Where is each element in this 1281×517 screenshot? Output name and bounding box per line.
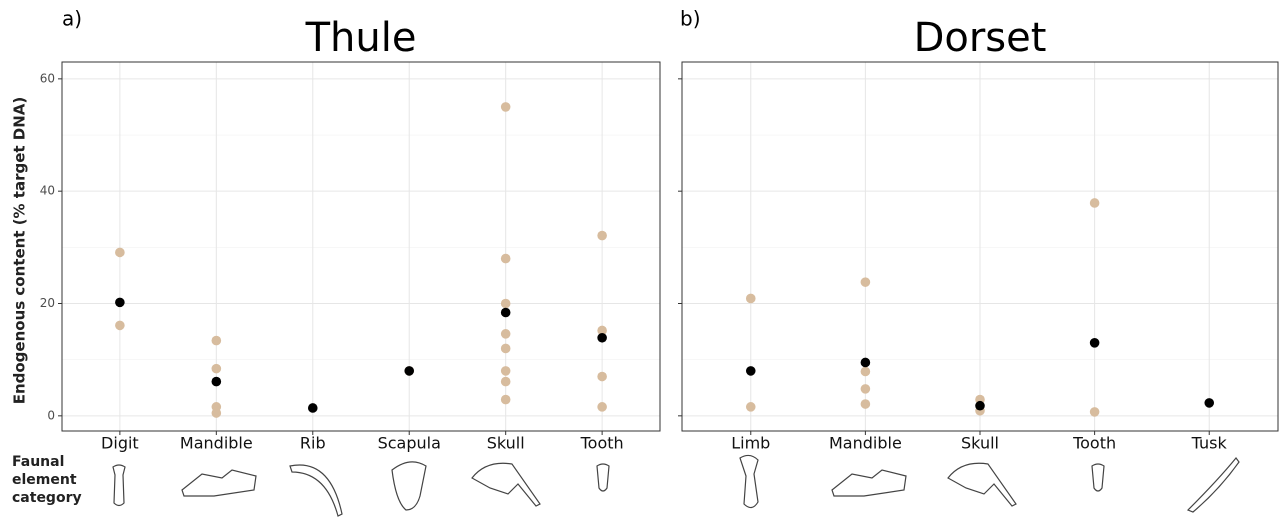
point bbox=[212, 364, 222, 374]
point bbox=[746, 366, 756, 376]
point bbox=[501, 395, 511, 405]
y-tick-label: 20 bbox=[40, 296, 55, 310]
icon-limb bbox=[740, 455, 758, 507]
x-tick-label: Rib bbox=[300, 434, 326, 453]
icon-skull bbox=[472, 463, 540, 506]
side-label: element bbox=[12, 472, 77, 488]
icon-tooth-2 bbox=[1092, 464, 1104, 491]
x-tick-label: Tusk bbox=[1191, 434, 1228, 453]
x-tick-label: Mandible bbox=[180, 434, 253, 453]
point bbox=[115, 321, 125, 331]
icon-scapula bbox=[392, 462, 426, 510]
point bbox=[861, 367, 871, 377]
point bbox=[1090, 407, 1100, 417]
x-tick-label: Tooth bbox=[580, 434, 624, 453]
x-tick-label: Mandible bbox=[829, 434, 902, 453]
element-icons bbox=[113, 455, 1239, 516]
point bbox=[212, 408, 222, 418]
side-label: category bbox=[12, 490, 82, 506]
point bbox=[597, 333, 607, 343]
point bbox=[501, 329, 511, 339]
y-tick-label: 60 bbox=[40, 71, 55, 85]
x-tick-label: Digit bbox=[101, 434, 139, 453]
point bbox=[597, 231, 607, 241]
x-tick-label: Limb bbox=[731, 434, 770, 453]
side-label: Faunal bbox=[12, 454, 64, 470]
icon-tusk bbox=[1188, 458, 1239, 512]
point bbox=[861, 277, 871, 287]
point bbox=[1090, 338, 1100, 348]
point bbox=[501, 344, 511, 354]
point bbox=[861, 358, 871, 368]
panel-label: a) bbox=[62, 7, 82, 31]
icon-mandible bbox=[182, 470, 256, 496]
point bbox=[975, 401, 985, 411]
point bbox=[115, 298, 125, 308]
point bbox=[404, 366, 414, 376]
point bbox=[746, 402, 756, 412]
point bbox=[597, 372, 607, 382]
y-tick-label: 40 bbox=[40, 184, 55, 198]
point bbox=[501, 308, 511, 318]
figure: Faunal element category a) Thule Endogenous c… bbox=[0, 0, 1281, 517]
icon-skull-2 bbox=[948, 463, 1016, 506]
point bbox=[861, 399, 871, 409]
chart-title: Dorset bbox=[914, 15, 1047, 61]
x-tick-label: Skull bbox=[961, 434, 999, 453]
icon-tooth bbox=[597, 464, 609, 491]
point bbox=[501, 254, 511, 264]
y-axis-label: Endogenous content (% target DNA) bbox=[11, 97, 29, 405]
point bbox=[746, 294, 756, 304]
point bbox=[501, 366, 511, 376]
point bbox=[501, 299, 511, 309]
y-tick-label: 0 bbox=[47, 408, 55, 422]
point bbox=[1204, 398, 1214, 408]
point bbox=[212, 377, 222, 387]
point bbox=[308, 403, 318, 413]
point bbox=[597, 402, 607, 412]
point bbox=[501, 377, 511, 387]
point bbox=[1090, 198, 1100, 208]
plot-border bbox=[62, 62, 660, 431]
x-tick-label: Skull bbox=[487, 434, 525, 453]
panel-label: b) bbox=[680, 7, 701, 31]
icon-digit bbox=[113, 465, 125, 506]
point bbox=[115, 248, 125, 258]
point bbox=[861, 384, 871, 394]
x-tick-label: Tooth bbox=[1072, 434, 1116, 453]
icon-rib bbox=[290, 465, 342, 516]
point bbox=[212, 336, 222, 346]
x-tick-label: Scapula bbox=[378, 434, 441, 453]
point bbox=[501, 102, 511, 112]
icon-mandible-2 bbox=[832, 470, 906, 496]
chart-title: Thule bbox=[305, 15, 417, 61]
